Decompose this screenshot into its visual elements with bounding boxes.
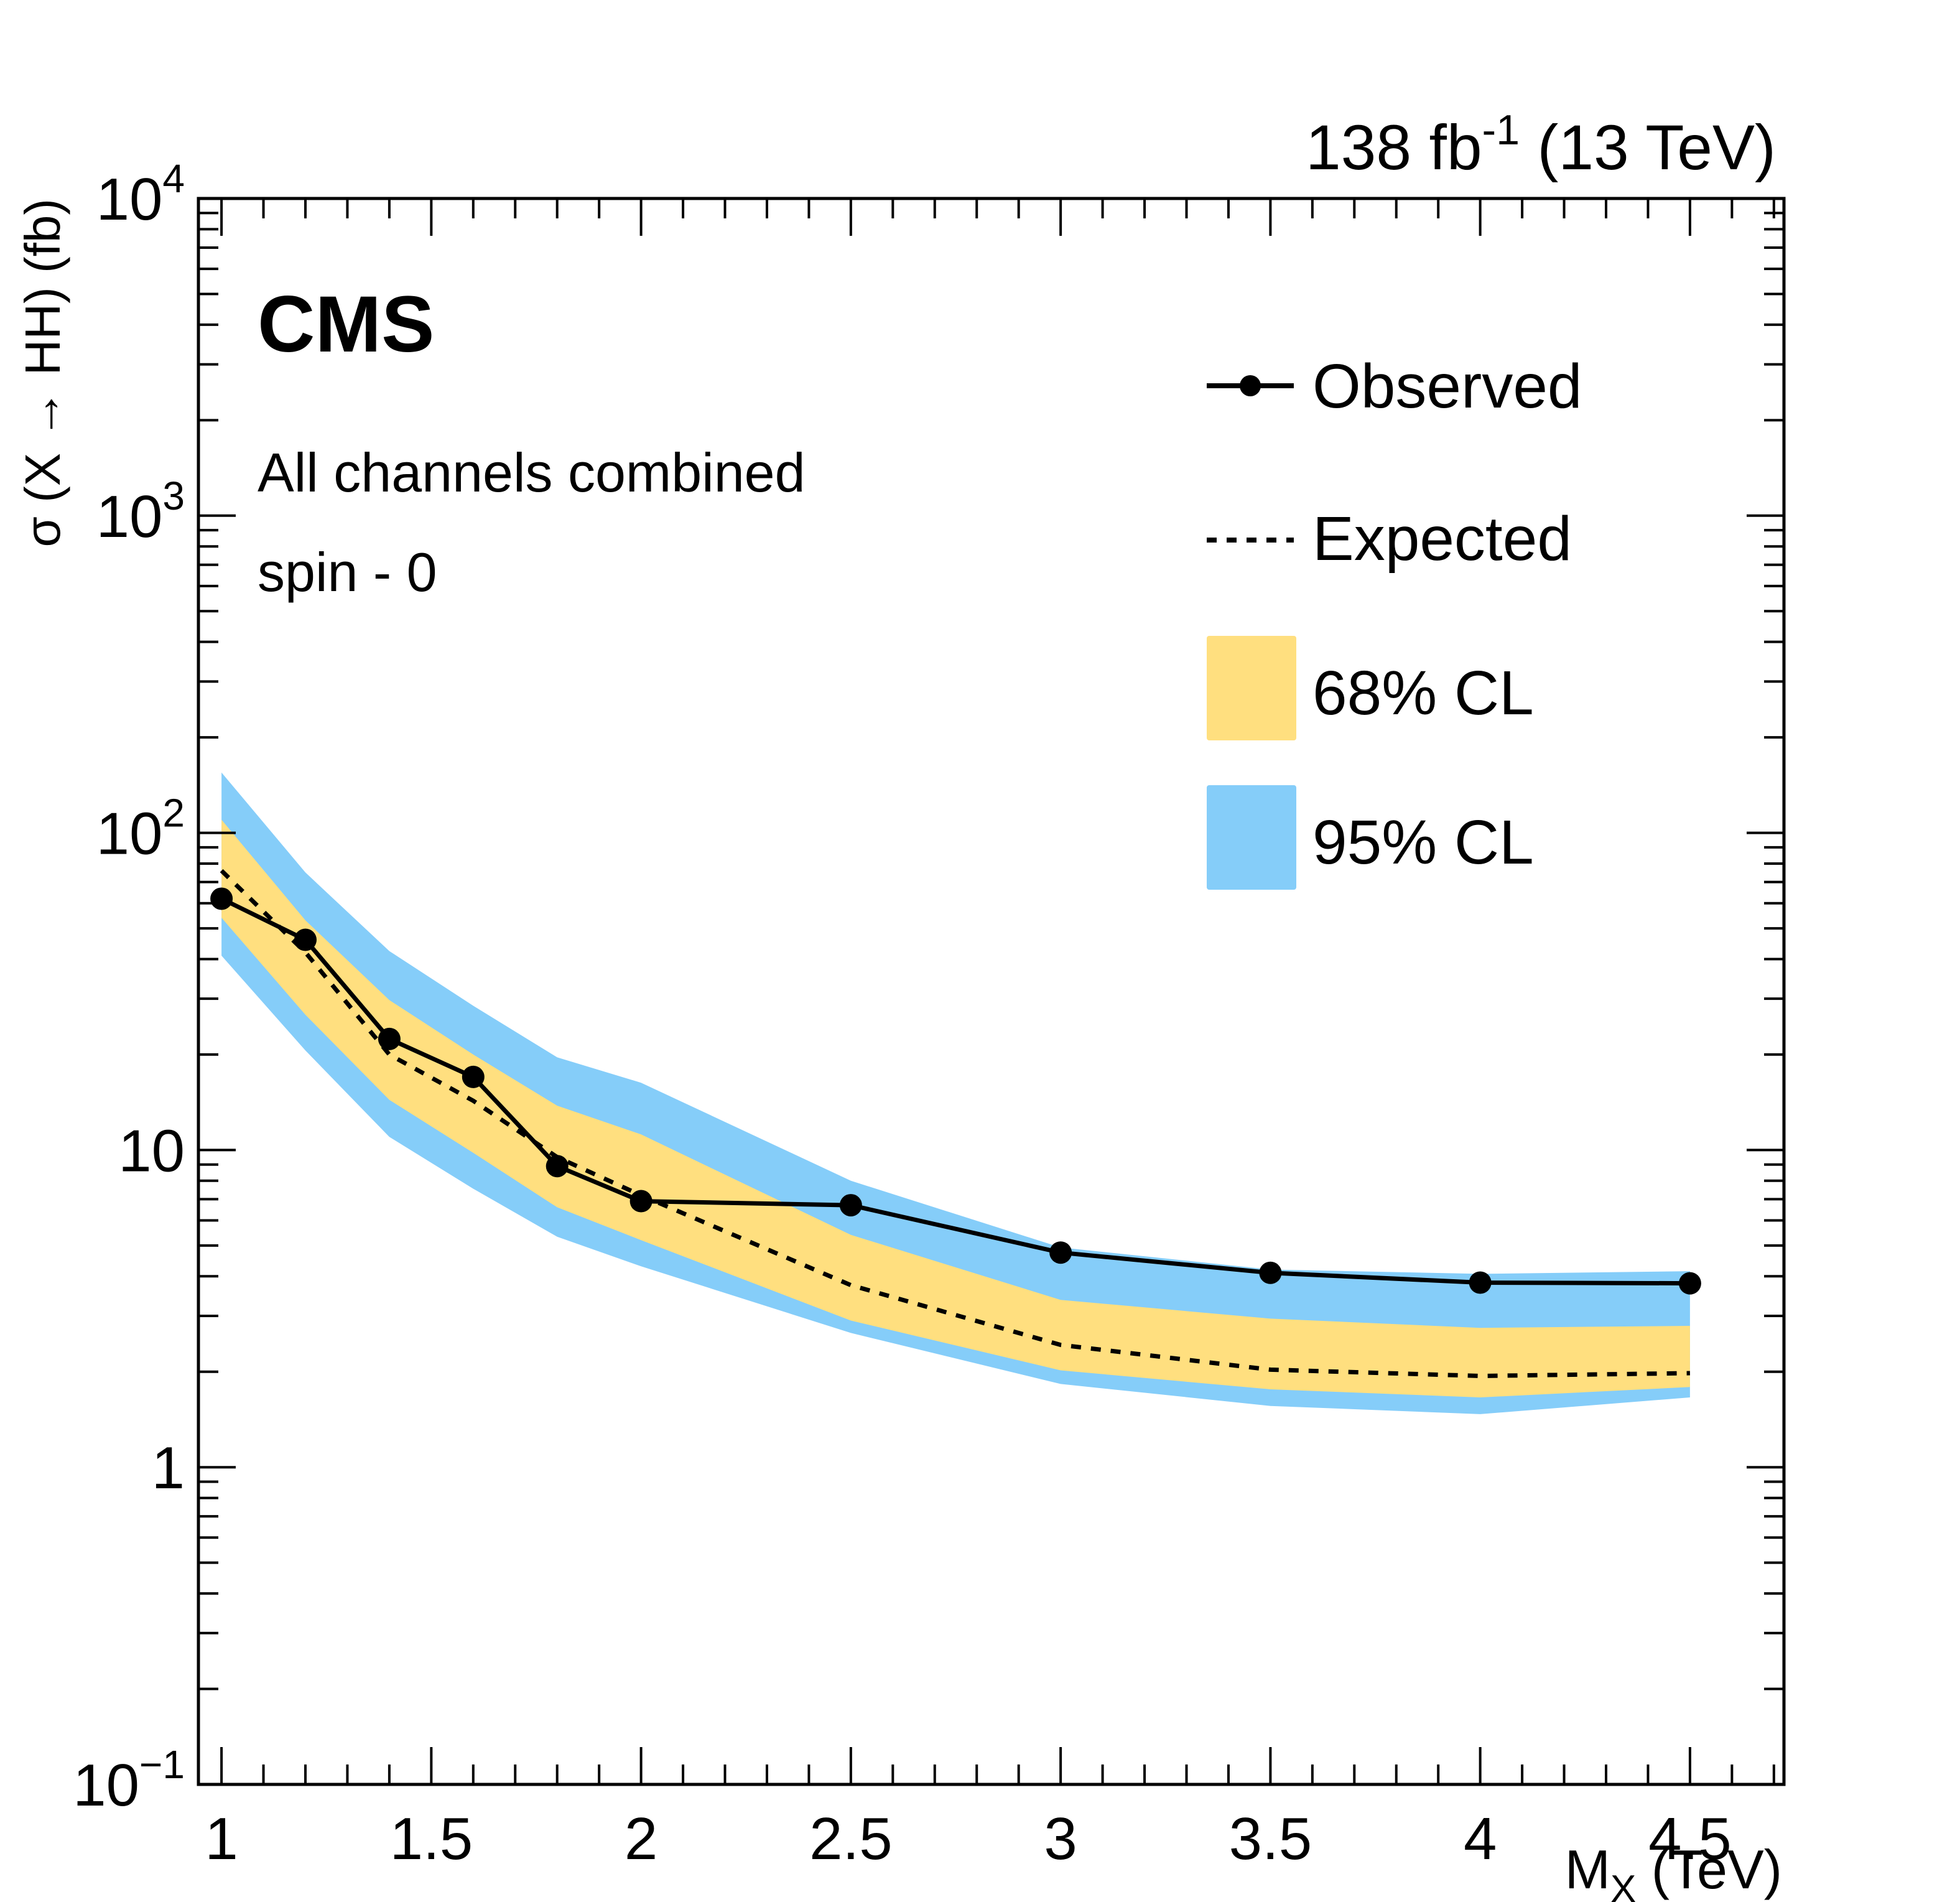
- legend-item-expected: Expected: [1207, 504, 1572, 574]
- y-tick-label: 1: [152, 1435, 185, 1501]
- x-tick-label: 3.5: [1229, 1806, 1312, 1872]
- observed-point: [462, 1065, 485, 1088]
- observed-point: [1049, 1241, 1072, 1264]
- y-axis-label: σ (X → HH) (fb): [15, 198, 70, 547]
- legend-95cl-swatch: [1207, 785, 1296, 890]
- observed-point: [378, 1027, 401, 1050]
- band-68cl: [221, 819, 1690, 1397]
- observed-point: [629, 1190, 653, 1213]
- legend-item-observed: Observed: [1207, 352, 1582, 421]
- x-axis-label: MX (TeV): [1565, 1839, 1782, 1902]
- legend-68cl-swatch: [1207, 636, 1296, 740]
- legend-observed-label: Observed: [1312, 352, 1582, 421]
- observed-point: [1469, 1271, 1492, 1294]
- y-tick-label: 10−1: [73, 1742, 185, 1819]
- axis-ticks: [198, 197, 1784, 1786]
- legend-item-68cl: 68% CL: [1207, 636, 1534, 740]
- annotation-spin: spin - 0: [258, 541, 437, 603]
- legend-95cl-label: 95% CL: [1312, 808, 1534, 877]
- x-tick-label: 3: [1044, 1806, 1077, 1872]
- observed-point: [210, 887, 233, 910]
- x-tick-label: 1.5: [390, 1806, 473, 1872]
- observed-point: [546, 1155, 569, 1178]
- legend-expected-label: Expected: [1312, 504, 1572, 574]
- x-tick-label: 2.5: [809, 1806, 892, 1872]
- legend: Observed Expected 68% CL 95% CL: [1207, 352, 1582, 890]
- annotation-channels: All channels combined: [258, 442, 806, 503]
- axes-box: [197, 197, 1786, 1786]
- legend-item-95cl: 95% CL: [1207, 785, 1534, 890]
- plot-frame: [197, 197, 1786, 1786]
- x-tick-label: 2: [625, 1806, 657, 1872]
- y-tick-label: 102: [96, 791, 185, 867]
- legend-observed-marker: [1240, 375, 1261, 396]
- observed-point: [839, 1194, 862, 1217]
- x-tick-label: 1: [205, 1806, 238, 1872]
- observed-point: [294, 928, 317, 951]
- x-tick-label: 4: [1464, 1806, 1497, 1872]
- observed-point: [1259, 1261, 1282, 1284]
- legend-68cl-label: 68% CL: [1312, 658, 1534, 728]
- lumi-label: 138 fb-1 (13 TeV): [1306, 106, 1776, 183]
- experiment-label: CMS: [258, 280, 434, 369]
- y-tick-label: 10: [118, 1117, 185, 1184]
- x-tick-label: 4.5: [1648, 1806, 1731, 1872]
- limit-lines: [210, 869, 1701, 1379]
- uncertainty-bands: [221, 772, 1690, 1414]
- observed-point: [1678, 1272, 1701, 1295]
- y-tick-label: 103: [96, 473, 185, 550]
- y-tick-label: 104: [96, 156, 185, 233]
- axis-tick-labels: 1 1.5 2 2.5 3 3.5 4 4.5 10−1 1 10 102 103 104: [73, 156, 1731, 1872]
